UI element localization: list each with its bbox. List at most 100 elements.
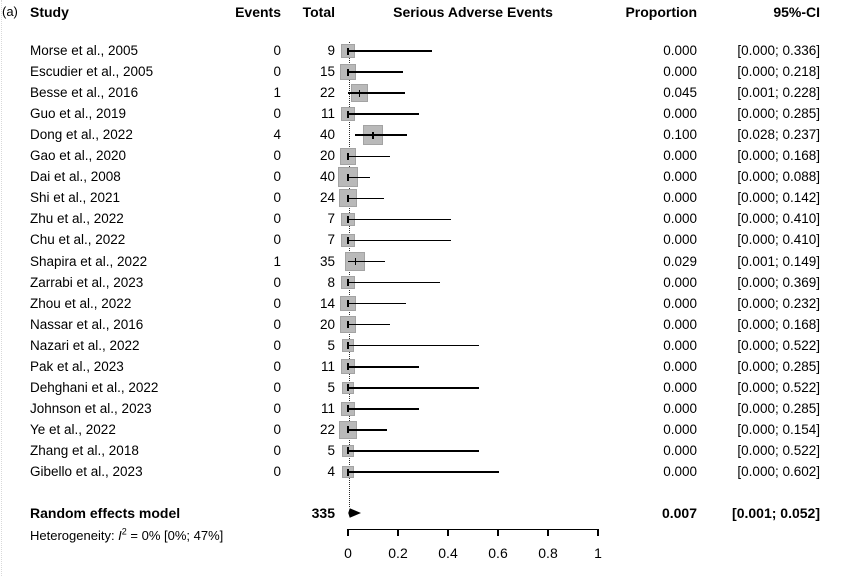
proportion-value: 0.000 <box>663 379 697 395</box>
total-value: 40 <box>319 169 335 185</box>
ci-value: [0.000; 0.285] <box>737 358 820 374</box>
x-axis-line <box>348 528 598 530</box>
events-value: 0 <box>273 211 281 227</box>
point-tick <box>358 89 360 97</box>
ci-value: [0.000; 0.369] <box>737 274 820 290</box>
column-header-study: Study <box>30 4 69 20</box>
point-tick <box>347 152 349 160</box>
x-axis-tick-label: 0 <box>344 545 352 561</box>
point-tick <box>347 215 349 223</box>
study-name: Guo et al., 2019 <box>30 106 127 122</box>
ci-value: [0.000; 0.088] <box>737 169 820 185</box>
study-name: Gao et al., 2020 <box>30 148 127 164</box>
column-header-ci: 95%-CI <box>773 4 820 20</box>
point-tick <box>347 426 349 434</box>
total-value: 11 <box>320 106 335 122</box>
column-header-proportion: Proportion <box>625 4 697 20</box>
study-name: Nazari et al., 2022 <box>30 337 140 353</box>
point-tick <box>347 194 349 202</box>
ci-line <box>348 239 451 242</box>
plot-title: Serious Adverse Events <box>393 4 553 20</box>
proportion-value: 0.000 <box>663 316 697 332</box>
ci-value: [0.000; 0.410] <box>737 232 820 248</box>
events-value: 0 <box>273 442 281 458</box>
study-name: Zhou et al., 2022 <box>30 295 132 311</box>
events-value: 0 <box>273 169 281 185</box>
study-name: Gibello et al., 2023 <box>30 464 143 479</box>
proportion-value: 0.000 <box>663 400 697 416</box>
point-tick <box>354 258 356 265</box>
heterogeneity-value: = 0% [0%; 47%] <box>126 528 224 543</box>
ci-line <box>348 71 403 73</box>
ci-line <box>348 155 390 157</box>
total-value: 35 <box>319 253 335 269</box>
study-name: Shi et al., 2021 <box>30 190 121 206</box>
ci-value: [0.000; 0.410] <box>737 211 820 227</box>
point-tick <box>347 468 349 476</box>
ci-value: [0.001; 0.228] <box>737 85 820 101</box>
ci-line <box>355 134 408 136</box>
x-axis-tick <box>547 528 549 536</box>
heterogeneity-superscript: 2 <box>121 526 127 537</box>
ci-value: [0.000; 0.168] <box>737 148 820 164</box>
point-tick <box>347 384 349 392</box>
study-name: Zhu et al., 2022 <box>30 211 124 227</box>
total-value: 9 <box>327 43 335 58</box>
proportion-value: 0.000 <box>663 421 697 437</box>
study-name: Pak et al., 2023 <box>30 358 124 374</box>
events-value: 0 <box>273 106 281 122</box>
panel-label: (a) <box>2 4 18 19</box>
proportion-value: 0.000 <box>663 337 697 353</box>
study-name: Dong et al., 2022 <box>30 127 133 143</box>
events-value: 0 <box>273 316 281 332</box>
total-value: 5 <box>327 337 335 353</box>
study-name: Shapira et al., 2022 <box>30 253 148 269</box>
ci-value: [0.000; 0.522] <box>737 379 820 395</box>
study-name: Escudier et al., 2005 <box>30 64 154 80</box>
x-axis-tick <box>347 528 349 536</box>
proportion-value: 0.045 <box>663 85 697 101</box>
total-value: 14 <box>319 295 335 311</box>
ci-value: [0.000; 0.142] <box>737 190 820 206</box>
x-axis-tick-label: 0.2 <box>388 545 408 561</box>
events-value: 0 <box>273 358 281 374</box>
ci-value: [0.000; 0.285] <box>737 400 820 416</box>
proportion-value: 0.029 <box>663 253 697 269</box>
ci-value: [0.028; 0.237] <box>737 127 820 143</box>
ci-value: [0.000; 0.522] <box>737 442 820 458</box>
proportion-value: 0.000 <box>663 274 697 290</box>
ci-line <box>348 302 406 305</box>
ci-line <box>348 50 432 52</box>
study-name: Dai et al., 2008 <box>30 169 121 185</box>
total-value: 11 <box>320 358 335 374</box>
study-name: Morse et al., 2005 <box>30 43 139 58</box>
ci-line <box>348 260 386 263</box>
total-value: 20 <box>319 316 335 332</box>
ci-line <box>348 344 479 347</box>
ci-line <box>348 176 370 179</box>
study-name: Johnson et al., 2023 <box>30 400 152 416</box>
events-value: 0 <box>273 148 281 164</box>
events-value: 1 <box>273 253 281 269</box>
ci-line <box>348 408 420 410</box>
ci-value: [0.000; 0.232] <box>737 295 820 311</box>
total-value: 40 <box>319 127 335 143</box>
ci-value: [0.000; 0.168] <box>737 316 820 332</box>
proportion-value: 0.000 <box>663 169 697 185</box>
pooled-ci: [0.001; 0.052] <box>732 505 820 521</box>
ci-value: [0.001; 0.149] <box>737 253 820 269</box>
study-name: Nassar et al., 2016 <box>30 316 144 332</box>
ci-line <box>348 387 479 389</box>
point-tick <box>347 279 349 287</box>
proportion-value: 0.000 <box>663 148 697 164</box>
events-value: 0 <box>273 337 281 353</box>
ci-line <box>348 92 405 94</box>
events-value: 0 <box>273 190 281 206</box>
total-value: 15 <box>319 64 335 80</box>
proportion-value: 0.000 <box>663 358 697 374</box>
events-value: 0 <box>273 43 281 58</box>
column-header-events: Events <box>235 4 281 20</box>
total-value: 22 <box>319 85 335 101</box>
